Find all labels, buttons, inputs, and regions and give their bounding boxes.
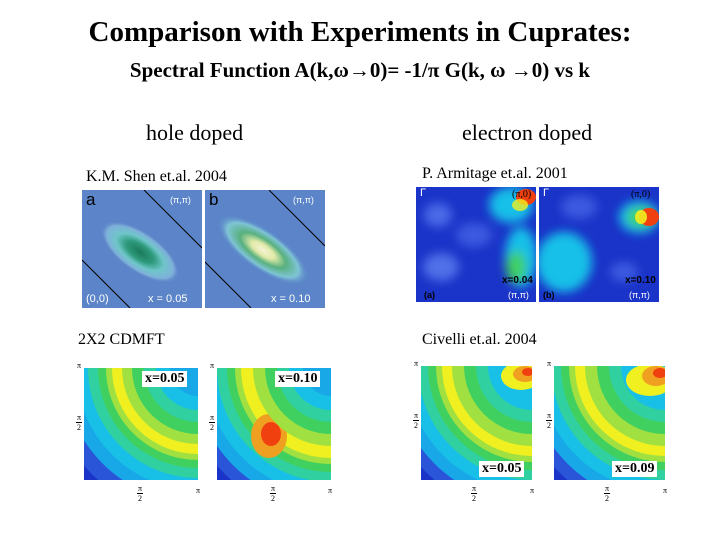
column-heading-electron-doped: electron doped: [462, 120, 593, 145]
civelli-doping-label-0: x=0.05: [479, 461, 525, 477]
armitage-panel-b-corner: (π,0): [631, 189, 651, 200]
shen-panel-b-doping: x = 0.10: [271, 293, 311, 305]
shen-panel-a-doping: x = 0.05: [148, 293, 188, 305]
cdmft-contour-x005: x=0.05: [84, 368, 198, 480]
slide-subtitle: Spectral Function A(k,ω→0)= -1/π G(k, ω …: [129, 58, 591, 82]
armitage-panel-a-bottom: (π,π): [508, 290, 529, 300]
armitage-panel-a-corner: (π,0): [512, 189, 532, 200]
column-heading-hole-doped: hole doped: [146, 120, 244, 145]
citation-cdmft: 2X2 CDMFT: [78, 331, 165, 348]
armitage-panel-b-gamma: Γ: [543, 187, 550, 199]
civelli-doping-label-1: x=0.09: [612, 461, 658, 477]
civelli-contour-x009: x=0.09: [554, 366, 665, 480]
tick-pi-y-civelli-b: π: [547, 359, 552, 368]
slide-title: Comparison with Experiments in Cuprates:: [88, 16, 632, 48]
shen-arpes-panel-b: b (π,π) x = 0.10: [205, 190, 325, 308]
civelli-contour-x005: x=0.05: [421, 366, 532, 480]
tick-pi-x-cdmft-a: π: [196, 486, 201, 495]
armitage-arpes-panel-a: Γ (π,0) x=0.04 (a) (π,π): [416, 187, 536, 302]
armitage-arpes-panel-b: Γ (π,0) x=0.10 (b) (π,π): [539, 187, 659, 302]
cdmft-contour-x010: x=0.10: [217, 368, 331, 480]
armitage-panel-b-bottom: (π,π): [629, 290, 650, 300]
shen-panel-b-corner: (π,π): [293, 195, 314, 205]
tick-pi-y-cdmft-a: π: [77, 361, 82, 370]
shen-panel-a-origin: (0,0): [86, 293, 109, 305]
citation-armitage: P. Armitage et.al. 2001: [422, 165, 568, 182]
armitage-panel-b-doping: x=0.10: [625, 275, 656, 286]
armitage-panel-a-doping: x=0.04: [502, 275, 533, 286]
shen-panel-a-corner: (π,π): [170, 195, 191, 205]
shen-panel-b-letter: b: [209, 190, 219, 209]
shen-panel-a-letter: a: [86, 190, 96, 209]
armitage-panel-a-gamma: Γ: [420, 187, 427, 199]
citation-shen: K.M. Shen et.al. 2004: [86, 168, 227, 185]
citation-civelli: Civelli et.al. 2004: [422, 331, 537, 348]
armitage-panel-a-tag: (a): [424, 290, 435, 300]
armitage-panel-b-tag: (b): [543, 290, 555, 300]
tick-pi-y-cdmft-b: π: [210, 361, 215, 370]
cdmft-doping-label-1: x=0.10: [275, 371, 321, 387]
tick-pi-x-cdmft-b: π: [328, 486, 333, 495]
shen-arpes-panel-a: a (π,π) (0,0) x = 0.05: [82, 190, 202, 308]
tick-pi-y-civelli-a: π: [414, 359, 419, 368]
tick-pi-x-civelli-b: π: [663, 486, 668, 495]
cdmft-doping-label-0: x=0.05: [142, 371, 188, 387]
tick-pi-x-civelli-a: π: [530, 486, 535, 495]
